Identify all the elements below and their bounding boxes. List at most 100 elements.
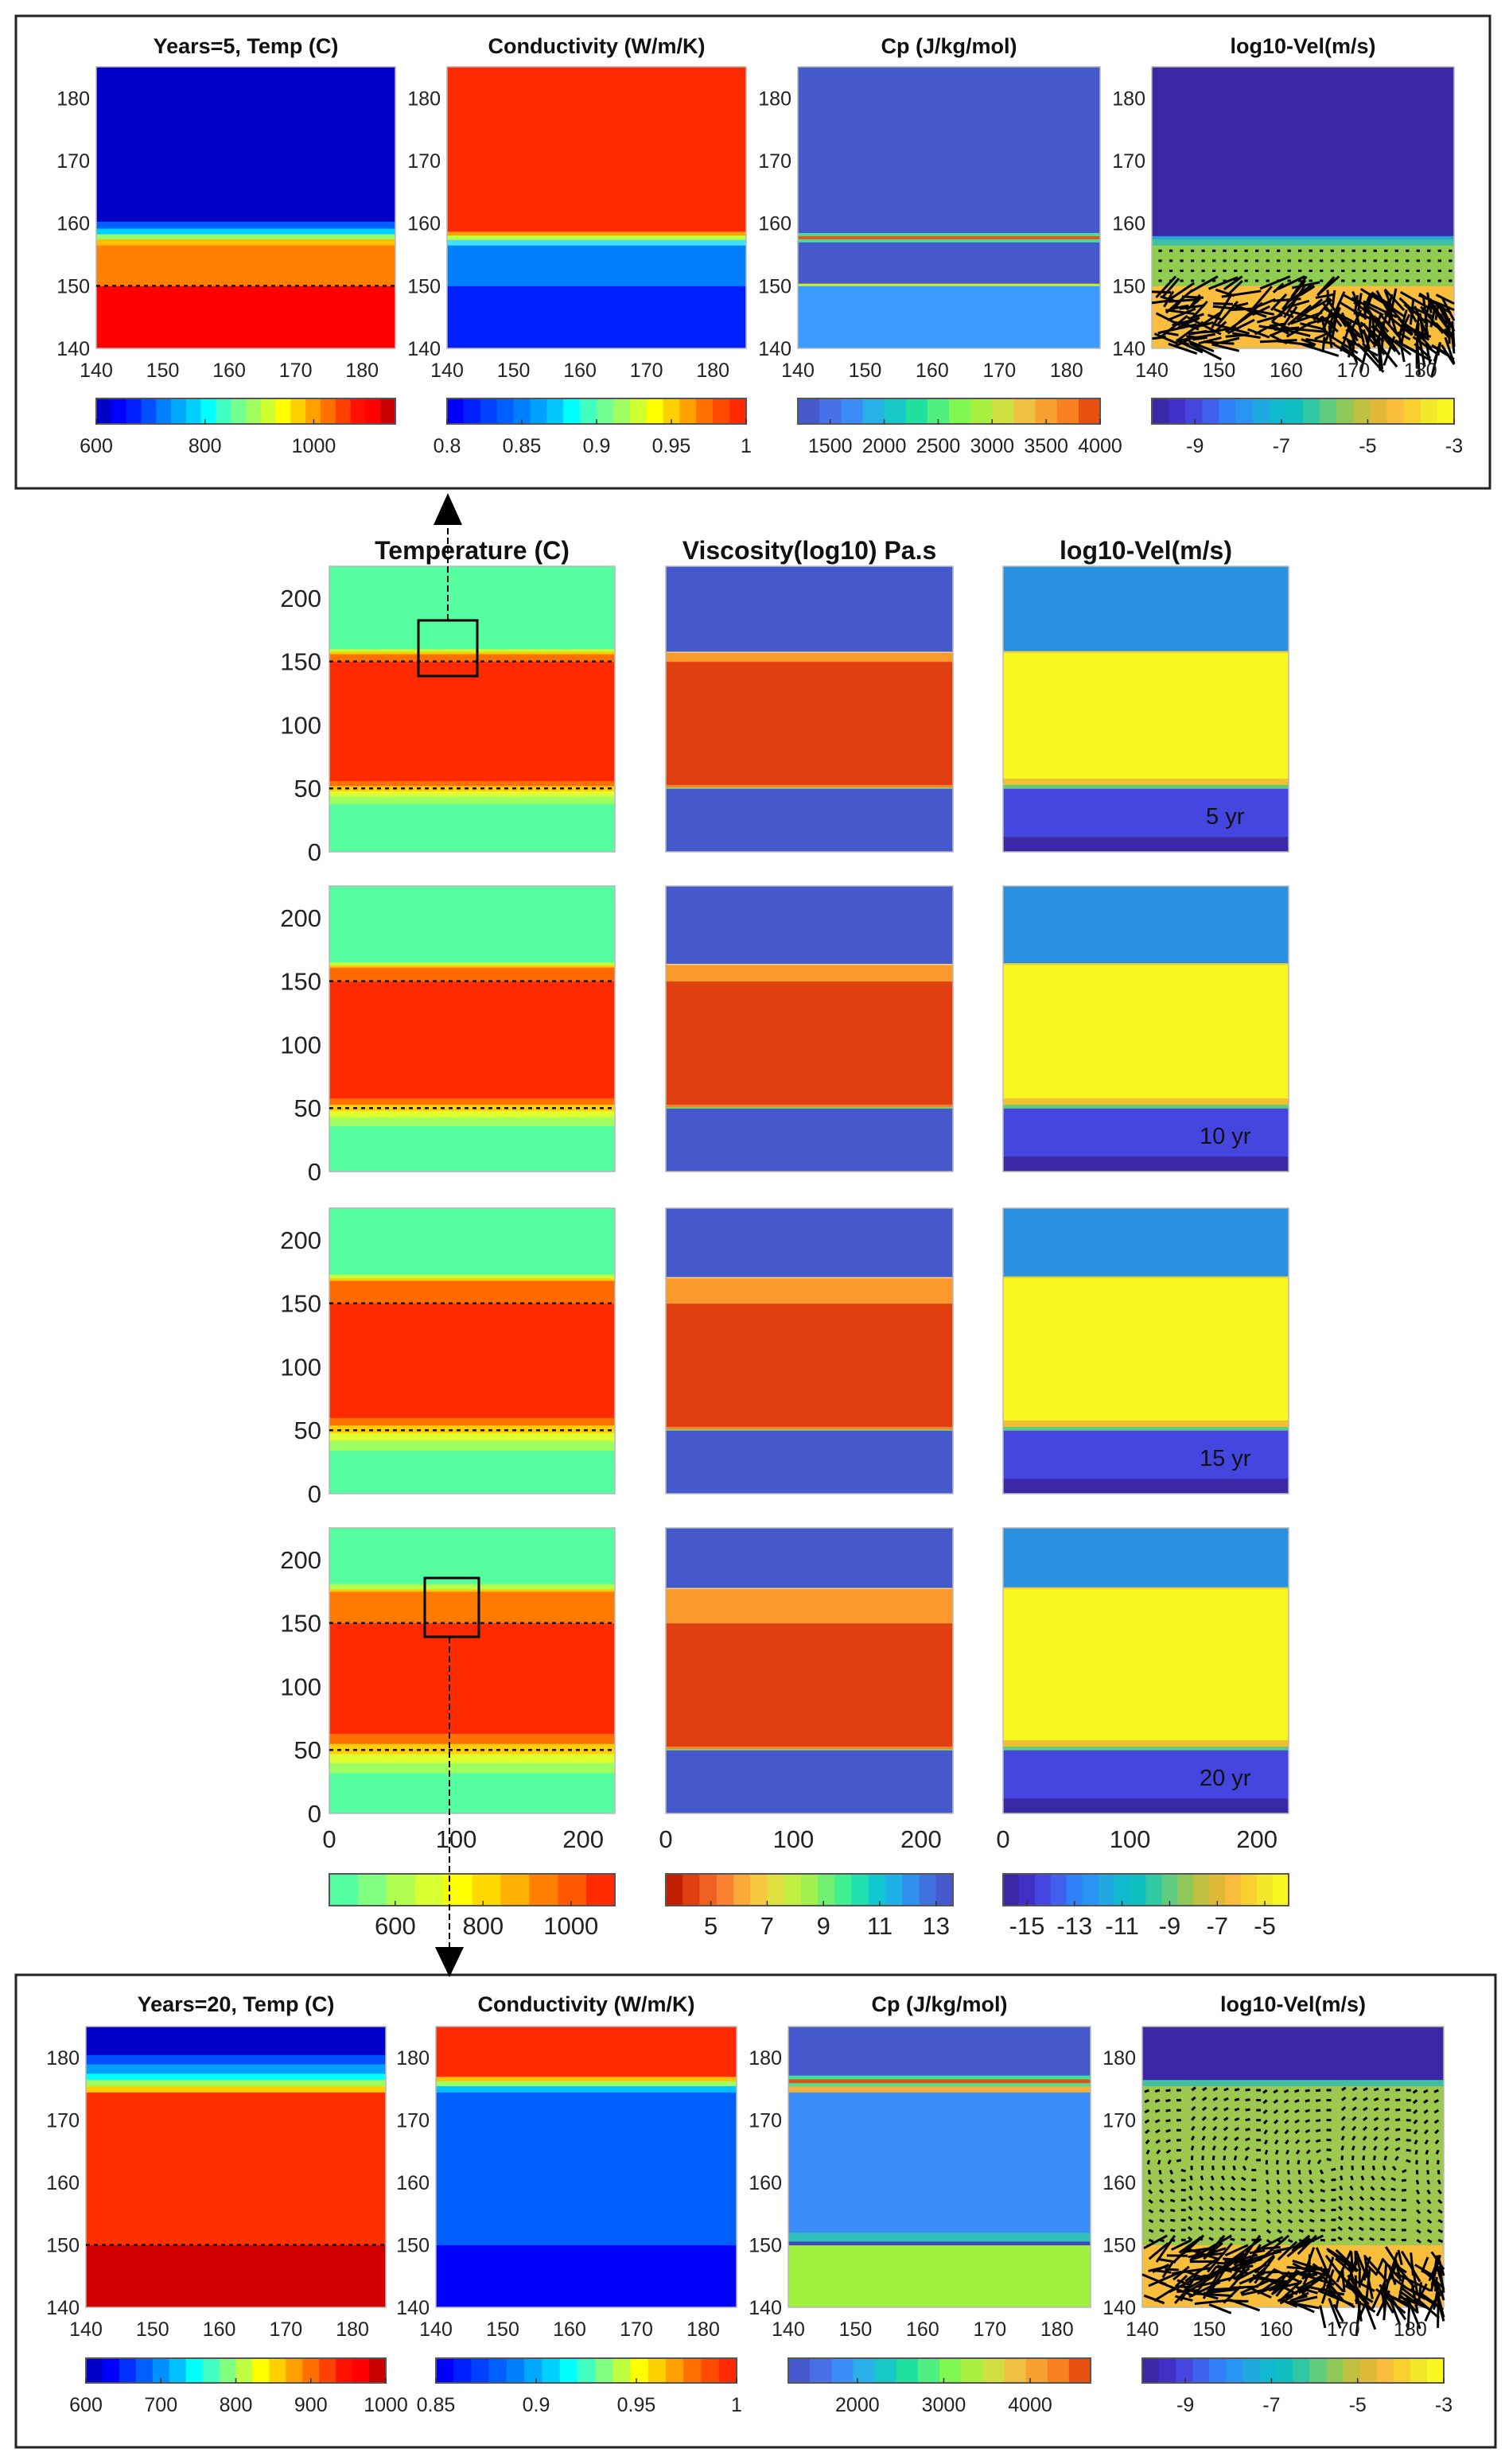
velocity-arrow: [1341, 2086, 1347, 2092]
y-tick-label: 180: [56, 87, 90, 110]
velocity-arrow: [1212, 2136, 1217, 2141]
field-band: [436, 2076, 737, 2081]
velocity-arrow: [1209, 2186, 1215, 2191]
velocity-arrow: [1212, 2106, 1218, 2112]
colorbar: 5 7 9 11 13: [665, 1873, 954, 1940]
colorbar-segment: [716, 1874, 734, 1906]
time-label: 10 yr: [1200, 1124, 1251, 1149]
velocity-arrow: [1437, 2189, 1442, 2194]
colorbar-segment: [152, 2358, 170, 2383]
velocity-arrow: [1347, 2274, 1363, 2296]
velocity-arrow: [1211, 2155, 1215, 2161]
colorbar-segment: [682, 1874, 701, 1906]
velocity-arrow: [1316, 2159, 1322, 2165]
velocity-arrow: [1294, 2099, 1300, 2104]
velocity-arrow: [1340, 2116, 1346, 2121]
velocity-arrow: [1244, 2155, 1249, 2161]
colorbar-tick-label: -3: [1435, 2394, 1452, 2416]
velocity-arrow: [1273, 2089, 1278, 2094]
velocity-arrow: [1172, 297, 1184, 312]
velocity-arrow: [1163, 290, 1175, 308]
colorbar-segment: [202, 2358, 220, 2383]
velocity-arrow: [1230, 2207, 1235, 2212]
velocity-arrow: [1240, 2217, 1246, 2221]
colorbar-segment: [1420, 398, 1438, 424]
colorbar-segment: [488, 2358, 508, 2383]
colorbar-tick-label: 1000: [292, 435, 336, 457]
velocity-arrow: [1277, 2209, 1282, 2214]
velocity-arrow: [1339, 2185, 1344, 2191]
velocity-arrow: [1202, 2086, 1208, 2092]
colorbar-segment: [1193, 1874, 1210, 1906]
velocity-arrow: [1287, 2179, 1292, 2185]
velocity-arrow: [1263, 2234, 1290, 2258]
colorbar-segment: [1276, 2358, 1294, 2383]
velocity-arrow: [1273, 297, 1301, 302]
velocity-arrow: [1434, 2129, 1440, 2135]
field-band: [788, 2085, 1091, 2093]
field-band: [329, 1733, 615, 1744]
colorbar-segment: [784, 1874, 802, 1906]
velocity-arrow: [1413, 2119, 1418, 2124]
y-tick-label: 100: [280, 711, 321, 739]
velocity-arrow: [1340, 2145, 1344, 2151]
colorbar-tick-label: 9: [817, 1912, 830, 1940]
velocity-arrow: [1143, 2234, 1169, 2249]
colorbar-segment: [231, 398, 247, 424]
velocity-arrow: [1356, 2302, 1367, 2322]
x-tick-label: 150: [497, 359, 531, 382]
field-band: [329, 651, 615, 655]
plot-frame: [665, 1527, 954, 1814]
y-tick-label: 180: [1102, 2047, 1136, 2070]
velocity-arrow: [1390, 2238, 1396, 2241]
plot-frame: [1002, 1527, 1289, 1814]
colorbar-tick-label: 900: [294, 2394, 328, 2416]
velocity-arrow: [1188, 342, 1222, 361]
colorbar-segment: [319, 2358, 336, 2383]
velocity-arrow: [1359, 2216, 1364, 2221]
velocity-arrow: [1223, 2155, 1227, 2161]
velocity-arrow: [1380, 2175, 1386, 2181]
velocity-arrow: [1191, 2116, 1196, 2121]
colorbar-segment: [1393, 2358, 1411, 2383]
y-tick-label: 170: [407, 150, 441, 173]
colorbar-segment: [1376, 2358, 1394, 2383]
velocity-arrow: [1348, 2216, 1354, 2221]
velocity-arrow: [1155, 2128, 1161, 2134]
velocity-arrow: [1262, 2089, 1268, 2094]
colorbar-segment: [862, 398, 885, 424]
velocity-arrow: [1179, 304, 1205, 310]
velocity-arrow: [1285, 2149, 1289, 2155]
velocity-arrow: [1348, 2226, 1354, 2231]
colorbar-tick-label: 0.95: [617, 2394, 656, 2416]
velocity-arrow: [1188, 2280, 1221, 2299]
field-band: [329, 1424, 615, 1433]
main-panel: [665, 1527, 954, 1814]
inset-panel: [1141, 2026, 1445, 2337]
velocity-arrow: [1345, 2279, 1370, 2306]
x-tick-label: 180: [1050, 359, 1083, 382]
colorbar-segment: [1285, 398, 1304, 424]
velocity-arrow: [1375, 2290, 1390, 2317]
velocity-arrow: [1230, 2186, 1236, 2191]
field-band: [1152, 239, 1454, 246]
velocity-arrow: [1433, 2276, 1438, 2292]
field-band: [329, 967, 615, 982]
field-band: [1003, 964, 1289, 1098]
velocity-arrow: [1316, 2148, 1321, 2154]
y-tick-label: 160: [749, 2172, 782, 2194]
field-band: [1003, 1426, 1289, 1431]
velocity-arrow: [1285, 2139, 1289, 2145]
velocity-arrow: [1221, 290, 1262, 298]
field-band: [666, 788, 953, 853]
field-band: [1152, 67, 1454, 236]
x-tick-label: 160: [563, 359, 597, 382]
x-tick-label: 160: [1270, 359, 1303, 382]
field-band: [1003, 1528, 1289, 1588]
velocity-arrow: [1155, 2139, 1161, 2144]
colorbar-segment: [885, 1874, 903, 1906]
velocity-arrow: [1203, 2246, 1217, 2260]
colorbar-segment: [767, 1874, 785, 1906]
velocity-arrow: [1229, 2261, 1243, 2272]
field-band: [447, 239, 746, 246]
